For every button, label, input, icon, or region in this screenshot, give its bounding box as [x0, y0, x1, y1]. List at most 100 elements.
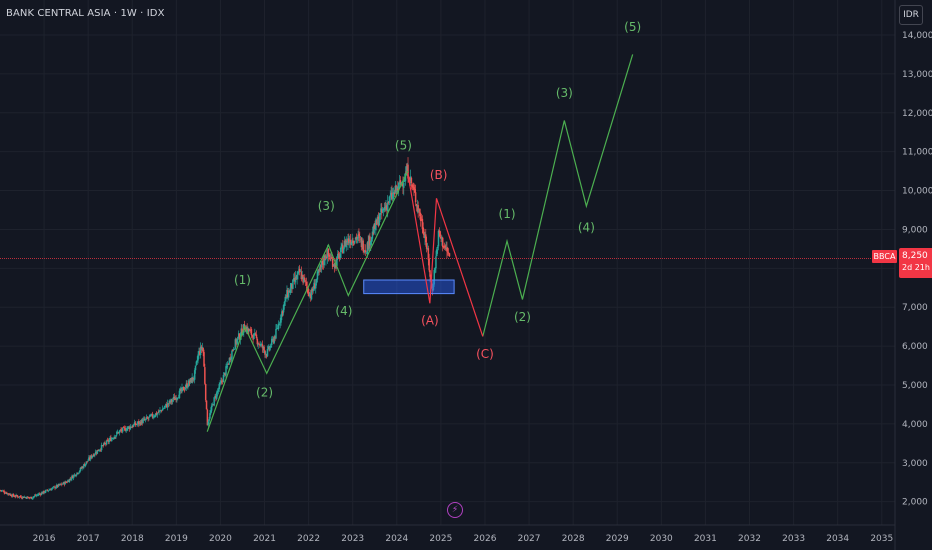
candle-body: [215, 392, 218, 399]
candle-body: [125, 430, 127, 432]
candle-body: [227, 363, 230, 365]
candle-body: [265, 353, 267, 355]
candle-body: [144, 418, 147, 420]
candle-body: [231, 350, 233, 359]
candle-body: [15, 494, 17, 497]
candle-body: [303, 277, 305, 282]
candle-body: [54, 486, 56, 489]
wave-labels: (1) (2) (3) (4) (5) (A) (B) (C) (1) (2) (3) (4) (5): [234, 20, 641, 400]
candle-body: [117, 432, 120, 434]
candle-body: [214, 395, 216, 398]
candle-body: [384, 207, 386, 209]
candle-body: [49, 489, 51, 491]
candle-body: [274, 336, 276, 339]
candle-body: [360, 237, 363, 248]
candle-body: [193, 370, 196, 380]
candle-body: [6, 492, 8, 494]
candle-body: [177, 397, 179, 399]
candle-body: [32, 497, 34, 499]
candle-body: [211, 404, 214, 406]
candle-body: [67, 480, 70, 482]
candle-body: [310, 289, 313, 300]
candle-body: [3, 491, 5, 493]
candle-body: [388, 196, 391, 203]
candle-body: [265, 354, 268, 357]
candle-body: [362, 240, 364, 252]
candle-body: [264, 350, 266, 355]
candle-body: [273, 337, 276, 343]
candle-body: [138, 421, 140, 425]
candle-body: [142, 419, 144, 424]
candle-body: [419, 208, 421, 217]
candle-body: [177, 397, 180, 399]
candle-body: [316, 271, 319, 280]
candle-body: [347, 238, 349, 244]
candle-body: [282, 305, 285, 313]
candle-body: [290, 283, 292, 289]
candle-body: [22, 496, 25, 498]
y-tick-label: 6,000: [902, 342, 928, 352]
candle-body: [319, 266, 321, 270]
candle-body: [77, 472, 79, 474]
candle-body: [320, 261, 323, 268]
candle-body: [61, 483, 64, 485]
y-tick-label: 3,000: [902, 459, 928, 469]
candle-body: [202, 347, 204, 353]
candle-body: [261, 344, 264, 349]
candle-body: [331, 258, 334, 267]
lightning-icon[interactable]: ⚡: [447, 502, 463, 518]
currency-button[interactable]: IDR: [899, 5, 923, 25]
candle-body: [428, 258, 430, 271]
candle-body: [112, 438, 115, 440]
candle-body: [331, 257, 333, 259]
candle-body: [34, 495, 37, 497]
candle-body: [286, 289, 288, 300]
price-tag-countdown: 2d 21h: [902, 263, 930, 272]
candle-body: [292, 279, 294, 289]
candle-body: [431, 288, 434, 291]
candle-body: [262, 346, 265, 349]
x-tick-label: 2021: [253, 534, 276, 544]
x-tick-label: 2026: [474, 534, 497, 544]
candle-body: [330, 257, 332, 259]
candle-body: [233, 348, 236, 350]
candle-body: [208, 418, 210, 422]
candle-body: [17, 496, 19, 498]
candle-body: [0, 490, 3, 492]
candle-body: [287, 290, 289, 297]
candle-body: [266, 348, 269, 357]
candle-body: [276, 328, 278, 330]
candle-body: [363, 250, 365, 253]
candle-body: [44, 490, 47, 493]
x-tick-label: 2027: [518, 534, 541, 544]
price-tag-symbol: BBCA: [872, 250, 897, 263]
candle-body: [11, 494, 14, 497]
candle-body: [115, 435, 117, 438]
candle-body: [175, 397, 177, 401]
candle-body: [314, 283, 316, 289]
candle-body: [447, 252, 450, 254]
candle-body: [39, 493, 42, 495]
candle-body: [441, 237, 443, 240]
candle-body: [92, 455, 94, 457]
candle-body: [210, 410, 212, 414]
candle-body: [60, 483, 62, 485]
candle-body: [254, 333, 256, 335]
candle-body: [394, 185, 397, 194]
candle-body: [293, 277, 296, 282]
wave-line-correction: [407, 172, 484, 337]
candle-body: [147, 418, 149, 420]
candle-body: [416, 205, 419, 208]
candle-body: [181, 387, 183, 392]
candle-body: [199, 351, 201, 355]
candle-body: [314, 283, 317, 289]
y-tick-label: 7,000: [902, 303, 928, 313]
candle-body: [348, 238, 350, 243]
candle-body: [160, 410, 162, 412]
candle-body: [353, 240, 356, 244]
candle-body: [367, 241, 369, 249]
candle-body: [306, 286, 309, 289]
x-tick-label: 2017: [77, 534, 100, 544]
